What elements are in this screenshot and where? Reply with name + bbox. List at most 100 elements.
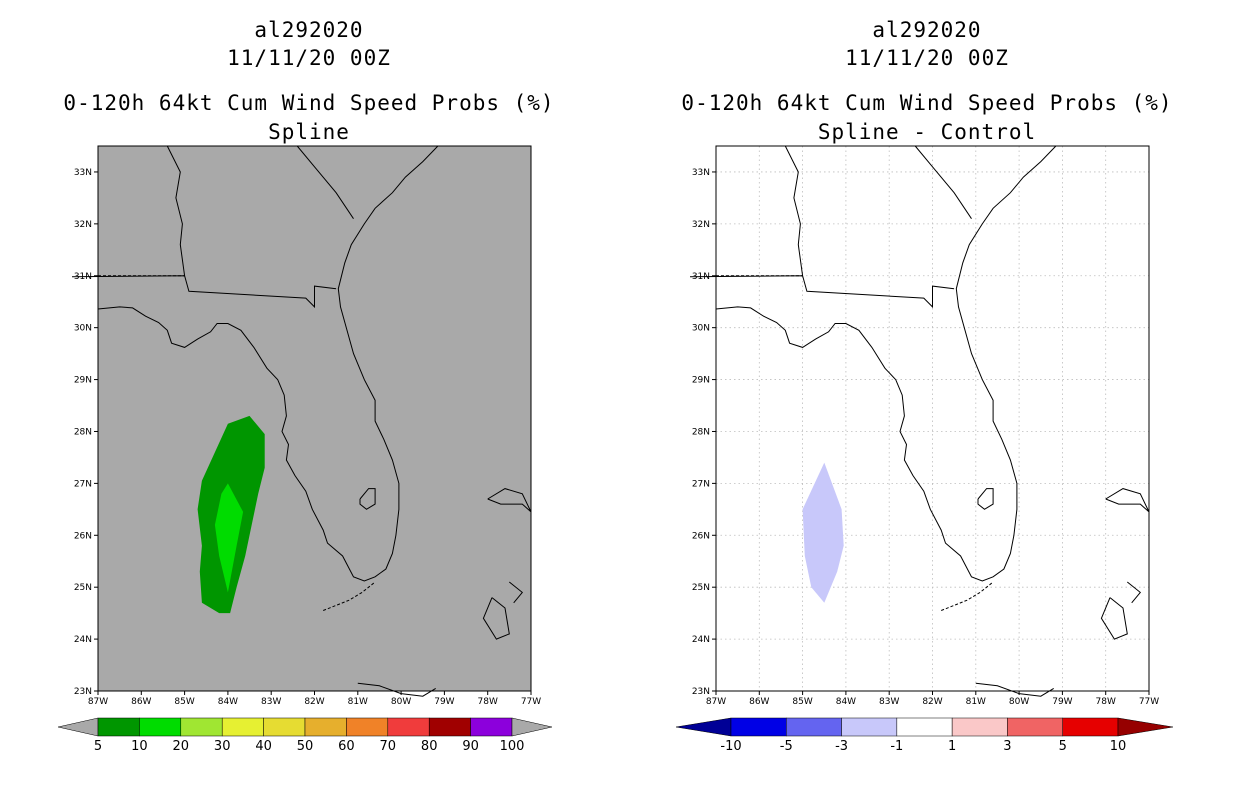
- colorbar-swatch: [428, 717, 471, 737]
- colorbar-swatch: [387, 717, 430, 737]
- lat-label: 30N: [74, 324, 92, 334]
- bahamas-island: [508, 581, 524, 604]
- variant-title: Spline - Control: [817, 120, 1037, 144]
- state-border-al-ga: [784, 145, 804, 276]
- lon-label: 84W: [836, 697, 856, 707]
- coastline-florida: [715, 145, 1057, 582]
- colorbar-label: 100: [500, 739, 525, 754]
- left-panel: al292020 11/11/20 00Z 0-120h 64kt Cum Wi…: [57, 18, 555, 754]
- colorbar-swatch: [1062, 717, 1119, 737]
- lon-label: 82W: [304, 697, 324, 707]
- lon-label: 82W: [922, 697, 942, 707]
- bahamas-island: [482, 597, 510, 640]
- variant-title: Spline: [268, 120, 350, 144]
- colorbar-label: 50: [297, 739, 314, 754]
- colorbar-label: 90: [462, 739, 479, 754]
- colorbar-min-triangle: [57, 717, 99, 737]
- right-panel: al292020 11/11/20 00Z 0-120h 64kt Cum Wi…: [618, 0, 1236, 800]
- lat-label: 27N: [692, 479, 710, 489]
- colorbar-label: 20: [173, 739, 190, 754]
- colorbar-label: -10: [720, 739, 741, 754]
- lat-label: 28N: [692, 427, 710, 437]
- colorbar: -10 -5 -3 -1 1 3 5 10: [675, 717, 1174, 754]
- colorbar-swatch: [97, 717, 140, 737]
- lat-label: 31N: [74, 272, 92, 282]
- colorbar-label: 3: [1003, 739, 1011, 754]
- colorbar-label: -1: [890, 739, 903, 754]
- plot-area: [98, 146, 531, 691]
- lat-label: 26N: [74, 531, 92, 541]
- colorbar-swatch: [304, 717, 347, 737]
- colorbar-swatch: [346, 717, 389, 737]
- lon-label: 87W: [706, 697, 726, 707]
- lat-label: 27N: [74, 479, 92, 489]
- prob-contour-inner: [214, 483, 244, 593]
- colorbar-label: 10: [131, 739, 148, 754]
- lat-label: 25N: [74, 583, 92, 593]
- lon-label: 87W: [88, 697, 108, 707]
- lon-label: 86W: [749, 697, 769, 707]
- coastline-florida: [97, 145, 439, 582]
- colorbar-label: 80: [421, 739, 438, 754]
- lat-label: 23N: [74, 687, 92, 697]
- lat-label: 25N: [692, 583, 710, 593]
- diff-contour: [802, 462, 844, 603]
- colorbar-max-triangle: [511, 717, 553, 737]
- bahamas-island: [1126, 581, 1142, 604]
- colorbar-swatch: [139, 717, 182, 737]
- colorbar-label: -3: [835, 739, 848, 754]
- lake-okeechobee: [977, 488, 994, 510]
- coastlines: [689, 145, 1150, 697]
- storm-id: al292020: [254, 18, 364, 42]
- colorbar-swatch: [1007, 717, 1063, 737]
- lon-label: 83W: [879, 697, 899, 707]
- lat-label: 29N: [74, 376, 92, 386]
- florida-keys: [323, 581, 376, 611]
- lon-label: 86W: [131, 697, 151, 707]
- colorbar-swatch: [896, 717, 953, 737]
- colorbar-swatch: [263, 717, 306, 737]
- colorbar-swatch: [221, 717, 264, 737]
- lon-label: 77W: [1139, 697, 1159, 707]
- colorbar-label: 1: [948, 739, 956, 754]
- colorbar: 5 10 20 30 40 50 60 70 80 90 100: [57, 717, 553, 754]
- lon-label: 85W: [174, 697, 194, 707]
- colorbar-label: 5: [1059, 739, 1067, 754]
- colorbar-label: 10: [1110, 739, 1127, 754]
- lat-label: 33N: [74, 168, 92, 178]
- lat-label: 32N: [692, 220, 710, 230]
- state-border-ga-sc: [296, 145, 354, 219]
- colorbar-label: -5: [780, 739, 793, 754]
- lat-label: 33N: [692, 168, 710, 178]
- lon-label: 79W: [434, 697, 454, 707]
- colorbar-label: 30: [214, 739, 231, 754]
- date-time: 11/11/20 00Z: [845, 46, 1009, 70]
- bahamas-island: [1100, 597, 1128, 640]
- lat-label: 23N: [692, 687, 710, 697]
- lon-label: 78W: [478, 697, 498, 707]
- lon-label: 85W: [792, 697, 812, 707]
- lon-label: 78W: [1096, 697, 1116, 707]
- colorbar-swatch: [730, 717, 787, 737]
- lon-label: 81W: [348, 697, 368, 707]
- florida-keys: [941, 581, 994, 611]
- colorbar-label: 40: [255, 739, 272, 754]
- lon-label: 79W: [1052, 697, 1072, 707]
- product-title: 0-120h 64kt Cum Wind Speed Probs (%): [63, 91, 555, 115]
- colorbar-swatch: [470, 717, 513, 737]
- product-title: 0-120h 64kt Cum Wind Speed Probs (%): [681, 91, 1173, 115]
- colorbar-label: 70: [380, 739, 397, 754]
- lat-label: 29N: [692, 376, 710, 386]
- colorbar-label: 60: [338, 739, 355, 754]
- lon-label: 83W: [261, 697, 281, 707]
- lon-label: 84W: [218, 697, 238, 707]
- lat-label: 32N: [74, 220, 92, 230]
- state-border-ga-sc: [914, 145, 972, 219]
- colorbar-swatch: [841, 717, 898, 737]
- lon-label: 80W: [1009, 697, 1029, 707]
- colorbar-swatch: [786, 717, 842, 737]
- colorbar-label: 5: [94, 739, 102, 754]
- storm-id: al292020: [872, 18, 982, 42]
